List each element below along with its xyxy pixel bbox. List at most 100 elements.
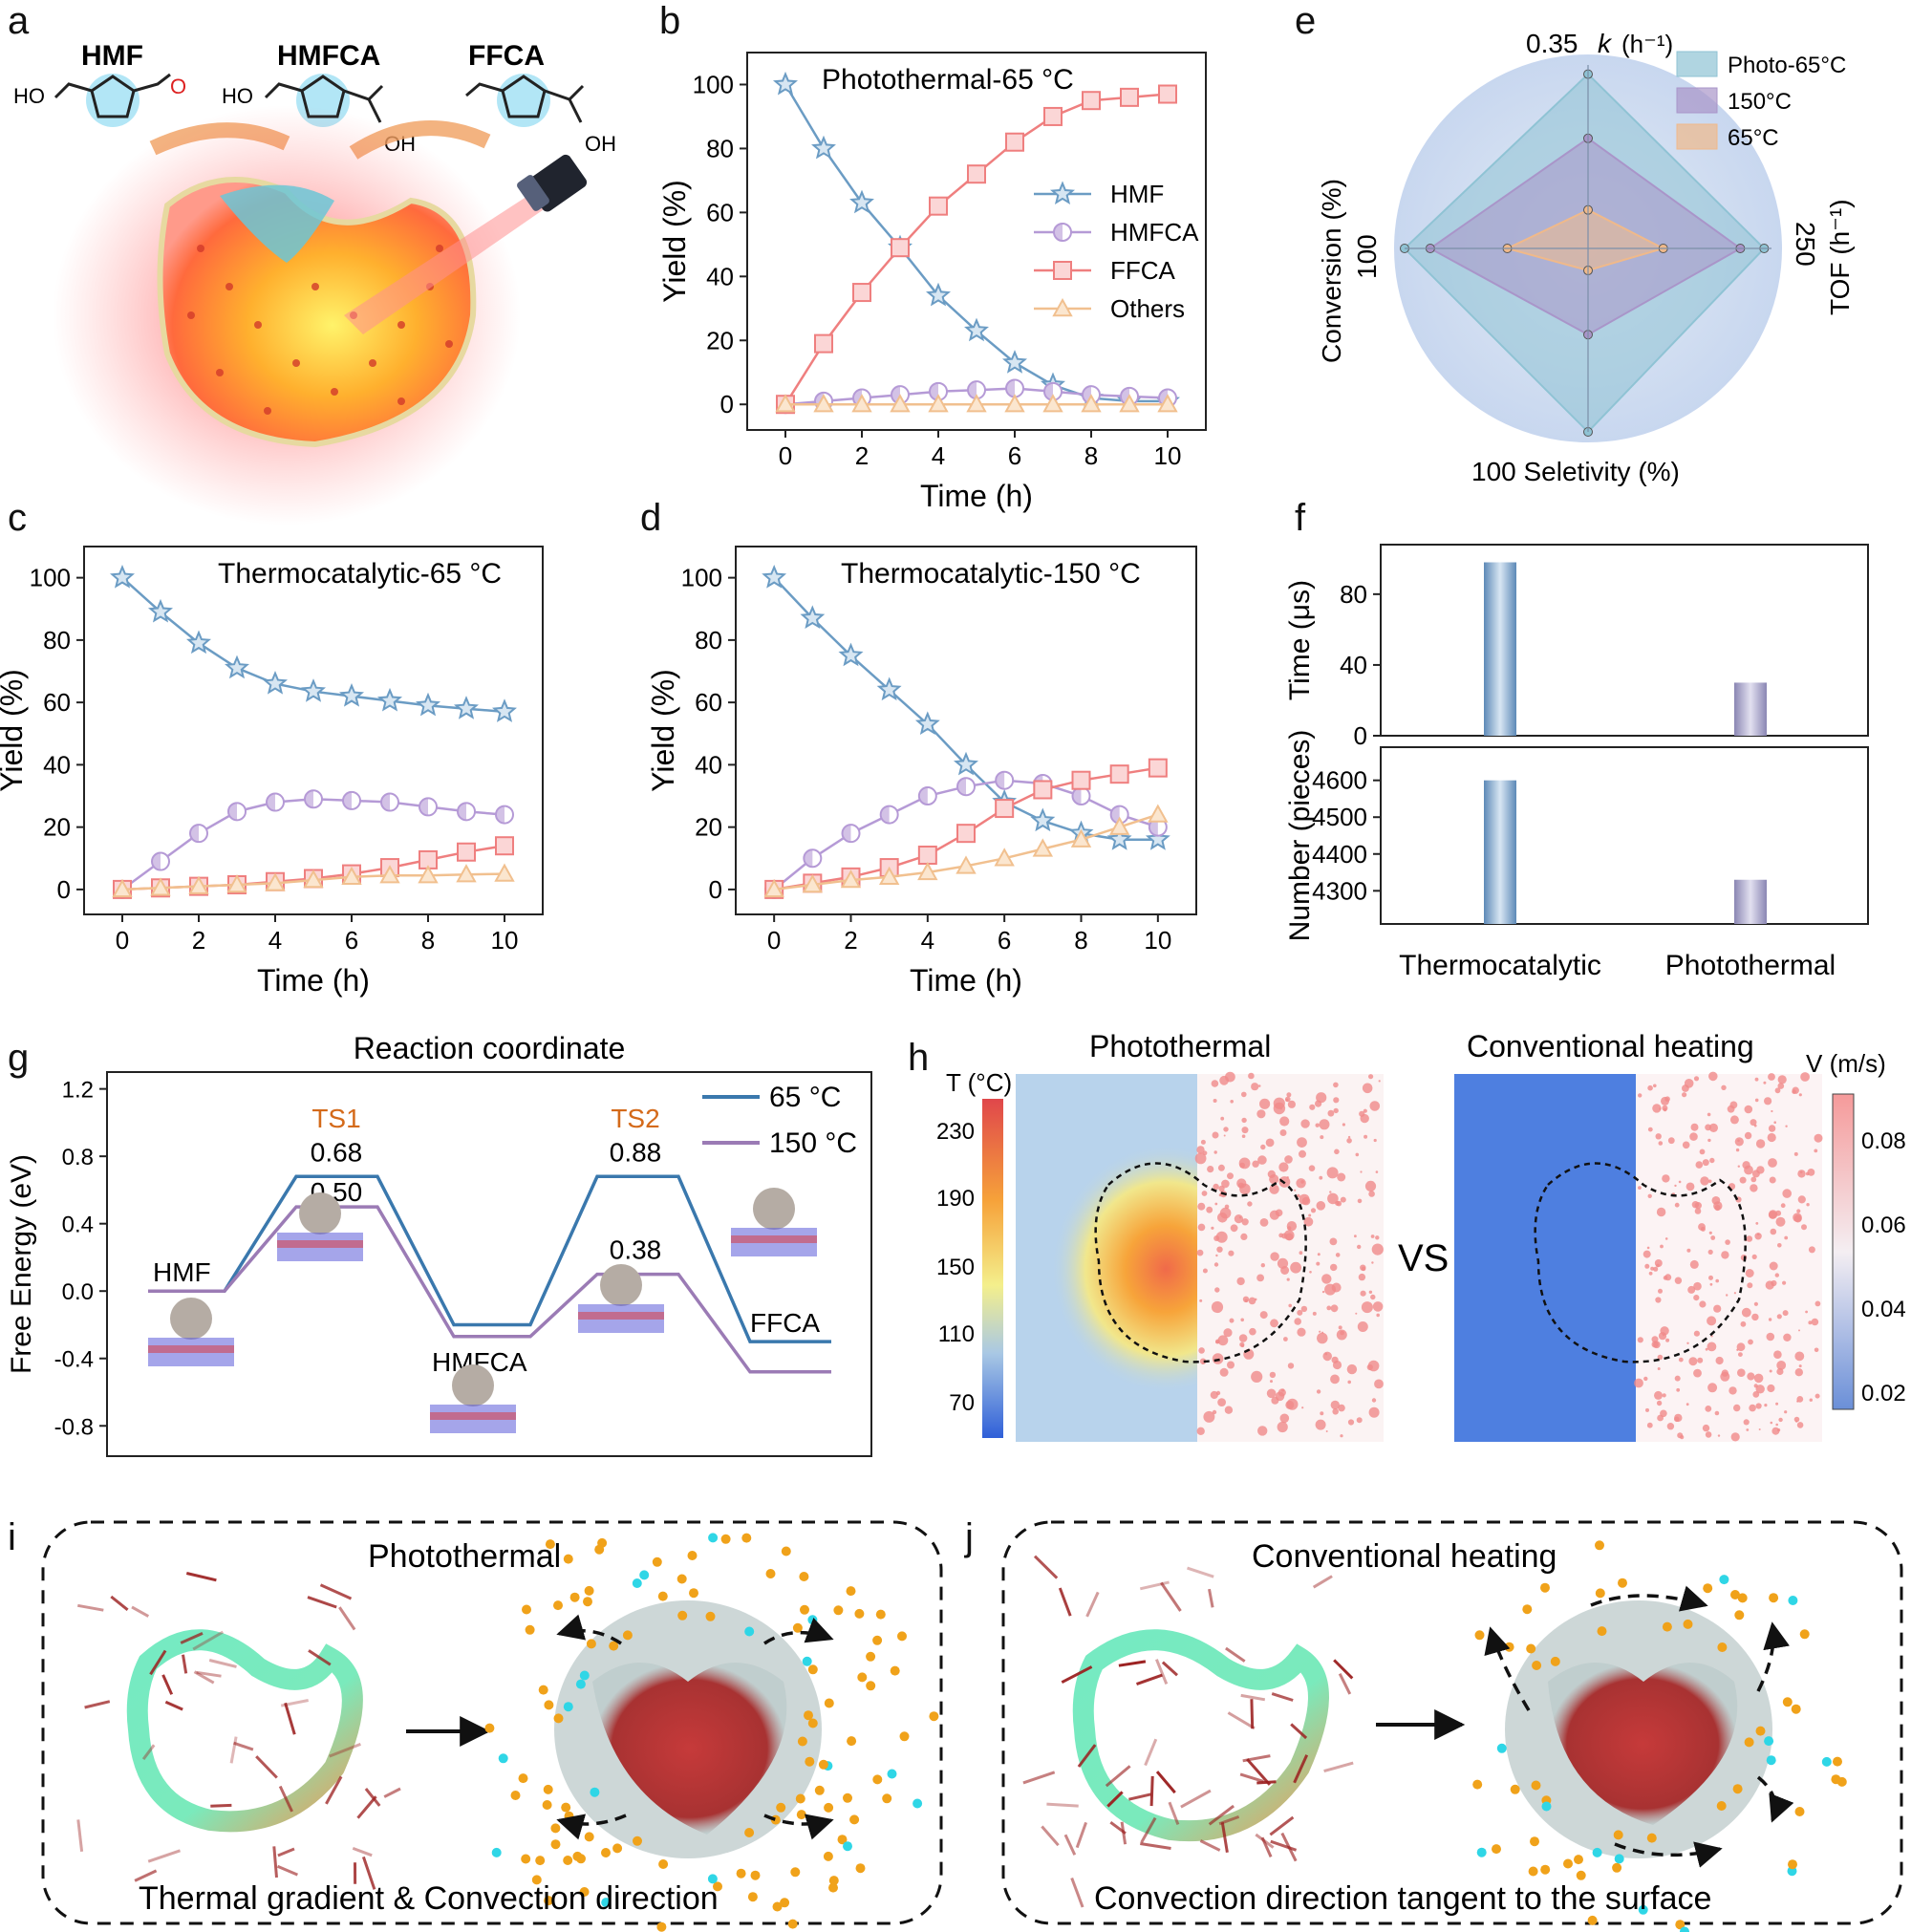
velocity-dot (1684, 1079, 1694, 1088)
vel-tick: 0.02 (1861, 1381, 1906, 1406)
y-tick-label: 4400 (1312, 840, 1367, 869)
velocity-dot (1296, 1178, 1306, 1189)
velocity-dot (1373, 1138, 1377, 1143)
velocity-dot (1368, 1191, 1375, 1197)
velocity-dot (1700, 1176, 1709, 1186)
data-point-star (225, 655, 249, 679)
flow-arrow (1120, 1821, 1127, 1845)
molecule-dot (833, 1605, 844, 1616)
flow-arrow (1271, 1692, 1294, 1702)
velocity-dot (1217, 1398, 1226, 1406)
molecule-dot (843, 1841, 852, 1852)
velocity-dot (1244, 1299, 1249, 1303)
structure-model (430, 1364, 516, 1433)
flow-arrow (76, 1819, 84, 1852)
data-point-triangle (1052, 297, 1073, 317)
velocity-dot (1677, 1432, 1684, 1439)
data-point-square (917, 846, 937, 866)
flow-arrow (1338, 1673, 1352, 1695)
lamp-icon (517, 154, 588, 212)
panel-letter-c: c (8, 497, 27, 539)
velocity-dot (1674, 1202, 1680, 1208)
velocity-dot (1238, 1334, 1248, 1342)
molecule-dot (1831, 1774, 1841, 1785)
panel-i-title: Photothermal (368, 1538, 561, 1575)
velocity-dot (1354, 1234, 1357, 1238)
vel-colorbar-ticks: 0.08 0.06 0.04 0.02 (1861, 1128, 1906, 1406)
velocity-dot (1211, 1226, 1214, 1230)
velocity-dot (1197, 1223, 1206, 1232)
data-point-half (419, 798, 428, 816)
flow-arrow (182, 1654, 188, 1674)
velocity-dot (1273, 1097, 1285, 1109)
velocity-dot (1768, 1158, 1777, 1168)
data-point-triangle (341, 866, 362, 886)
molecule-dot (550, 1839, 561, 1850)
data-point-square (1109, 764, 1129, 784)
velocity-dot (1793, 1151, 1798, 1156)
molecule-dot (510, 1791, 521, 1800)
data-point-star (811, 135, 836, 160)
flow-arrow (1140, 1816, 1157, 1843)
velocity-dot (1794, 1351, 1805, 1362)
y-axis-label: Number (pieces) (1284, 730, 1316, 942)
velocity-dot (1203, 1410, 1215, 1423)
velocity-dot (1270, 1252, 1279, 1261)
radar-axis-right-value: 250 (1791, 222, 1820, 267)
energy-value-label: 0.68 (311, 1137, 363, 1167)
x-tick-label: 0 (767, 926, 781, 955)
velocity-dot (1769, 1176, 1776, 1184)
y-tick-label: 80 (706, 134, 734, 162)
molecule-dot (1716, 1801, 1727, 1811)
plot-frame-time (1380, 544, 1869, 737)
velocity-dot (1363, 1134, 1368, 1139)
radar-axis-top-value: 0.35 (1526, 29, 1578, 58)
velocity-dot (1682, 1092, 1687, 1098)
velocity-dot (1768, 1210, 1778, 1219)
velocity-dot (1814, 1393, 1820, 1399)
velocity-dot (1334, 1148, 1340, 1155)
velocity-dot (1346, 1138, 1352, 1144)
flow-arrow (1168, 1801, 1180, 1825)
data-point-square (1053, 261, 1072, 280)
data-point-half (930, 382, 938, 400)
velocity-dot (1792, 1086, 1799, 1094)
velocity-dot (1766, 1332, 1775, 1342)
x-tick-label: 8 (1084, 441, 1098, 470)
velocity-dot (1721, 1251, 1729, 1259)
velocity-dot (1364, 1180, 1377, 1191)
data-point-triangle (1081, 394, 1102, 413)
velocity-dot (1754, 1077, 1759, 1082)
velocity-dot (1737, 1165, 1741, 1168)
data-point-star (186, 630, 211, 655)
velocity-dot (1763, 1081, 1767, 1084)
velocity-dot (1228, 1250, 1235, 1256)
velocity-dot (1771, 1279, 1777, 1287)
flow-arrow (1106, 1791, 1124, 1808)
velocity-dot (1316, 1201, 1326, 1211)
velocity-dot (1241, 1134, 1246, 1138)
velocity-dot (1653, 1266, 1659, 1272)
molecule-dot (744, 1626, 755, 1637)
velocity-dot (1370, 1294, 1376, 1300)
velocity-dot (1220, 1116, 1225, 1121)
velocity-dot (1315, 1123, 1320, 1127)
atom-label: O (170, 75, 186, 98)
velocity-dot (1750, 1119, 1757, 1127)
molecule-dot (1474, 1630, 1485, 1641)
series-line-ffca (784, 93, 1169, 405)
molecule-dot (579, 1887, 590, 1897)
particle-outline (1094, 1162, 1307, 1363)
velocity-dot (1720, 1371, 1730, 1382)
data-point-half (1110, 805, 1120, 824)
molecule-dot (750, 1870, 761, 1880)
molecule-dot (484, 1723, 495, 1733)
velocity-dot (1717, 1434, 1721, 1437)
velocity-dot (1227, 1172, 1234, 1180)
temp-tick: 70 (949, 1390, 975, 1416)
velocity-dot (1774, 1087, 1781, 1094)
velocity-dot (1767, 1132, 1776, 1143)
molecule-dot (765, 1569, 776, 1578)
data-point-square (995, 799, 1015, 819)
velocity-dot (1368, 1406, 1380, 1418)
